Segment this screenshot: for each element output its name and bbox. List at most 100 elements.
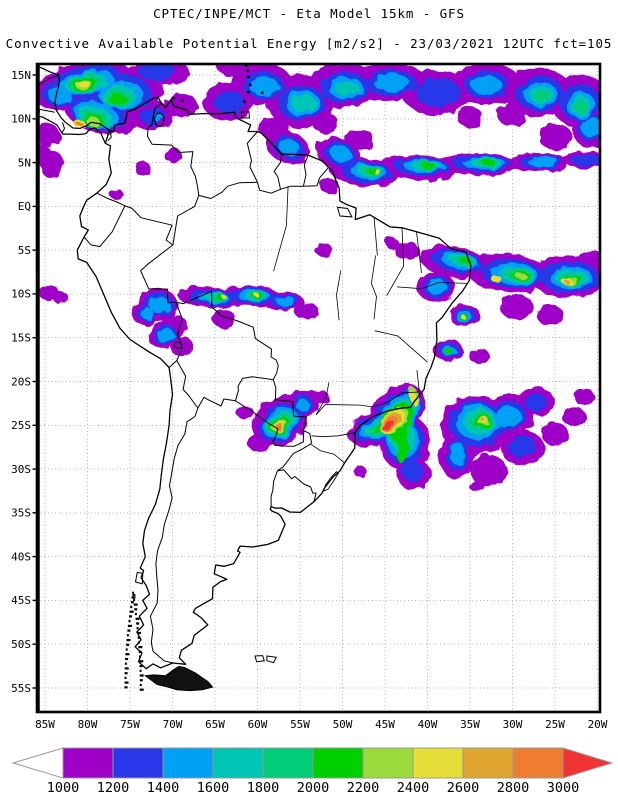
colorbar: 1000 1200 1400 1600 1800 2000 2200 2400 2600 2800… [11,747,614,796]
fjord-speckle [130,605,133,608]
country-border [302,154,309,187]
cape-blob [214,90,245,114]
country-border [149,407,199,664]
fjord-speckle [127,624,132,627]
y-tick-label: 40S [11,550,31,563]
colorbar-box [362,747,414,779]
fjord-speckle [124,672,128,675]
y-tick-label: EQ [18,200,31,213]
colorbar-box [262,747,314,779]
fjord-speckle [133,598,136,601]
fjord-speckle [124,686,128,689]
cape-blob [457,106,483,128]
fjord-speckle [138,650,142,653]
y-tick-label: 30S [11,463,31,476]
lake-titicaca [173,341,183,349]
cape-blob [48,86,73,104]
cape-blob [538,123,572,150]
fjord-speckle [138,641,140,644]
cape-blob [108,93,126,106]
cape-blob [495,406,522,427]
fjord-speckle [136,627,139,630]
fjord-speckle [137,631,142,635]
fjord-speckle [139,674,144,677]
cape-blob [541,422,569,446]
cape-blob [312,112,339,134]
island-outline [336,206,353,218]
fjord-speckle [124,662,127,665]
antilles-island-dot [247,90,250,94]
cape-blob [561,406,586,427]
country-border [175,302,183,361]
state-border [311,432,355,438]
cape-blob [221,295,227,300]
country-border [277,430,312,472]
cape-blob [574,388,595,407]
cape-blob [523,393,548,412]
colorbar-box [512,747,564,779]
cape-blob [497,102,528,127]
cape-blob [292,94,317,114]
cape-blob [138,64,176,82]
fjord-speckle [129,610,134,613]
cape-blob [211,309,236,328]
country-border [198,181,258,199]
y-tick-label: 10N [11,113,31,126]
cape-blob [344,129,375,151]
state-border [396,282,468,290]
country-border [124,205,174,246]
cape-blob [469,348,490,364]
cape-blob [401,461,425,482]
cape-blob [373,73,410,93]
cape-blob [76,122,82,126]
country-border [272,379,307,431]
cape-blob [515,272,527,280]
fjord-speckle [124,676,127,679]
cape-blob [37,123,60,146]
y-tick-label: 25S [11,419,31,432]
fjord-speckle [134,608,138,611]
chart-title: CPTEC/INPE/MCT - Eta Model 15km - GFS [153,6,465,21]
colorbar-arrow-left [11,747,64,779]
fjord-speckle [139,683,142,687]
country-border [38,108,55,113]
antilles-island-dot [249,83,252,87]
cape-field [37,64,600,492]
x-tick-label: 55W [290,718,310,731]
cape-blob [564,279,570,284]
cape-blob [135,162,151,176]
cape-blob [427,279,447,295]
colorbar-tick-label: 1000 [47,780,80,796]
cape-blob [480,417,486,423]
geography-layer [37,64,472,692]
country-border [146,102,200,196]
cape-blob [294,302,319,321]
y-tick-label: 50S [11,638,31,651]
colorbar-tick-label: 1600 [197,780,230,796]
y-tick-label: 55S [11,682,31,695]
y-tick-label: 5S [18,244,31,257]
fjord-speckle [132,591,135,594]
fjord-speckle [124,667,129,670]
island-outline [134,571,144,585]
x-tick-label: 65W [205,718,225,731]
state-border [315,370,420,416]
fjord-speckle [132,594,136,597]
country-border [246,131,258,183]
cape-blob [319,179,340,194]
cape-blob [444,348,452,354]
fjord-speckle [135,617,140,620]
x-tick-label: 20W [588,718,608,731]
cape-blob [153,113,164,123]
fjord-speckle [133,603,138,606]
cape-blob [491,275,502,283]
state-border [373,216,378,256]
y-tick-label: 15N [11,69,31,82]
cape-blob [580,118,600,137]
colorbar-box [412,747,464,779]
country-border [270,470,278,507]
fjord-speckle [126,643,130,646]
y-tick-label: 5N [18,156,31,169]
country-border [273,154,283,190]
